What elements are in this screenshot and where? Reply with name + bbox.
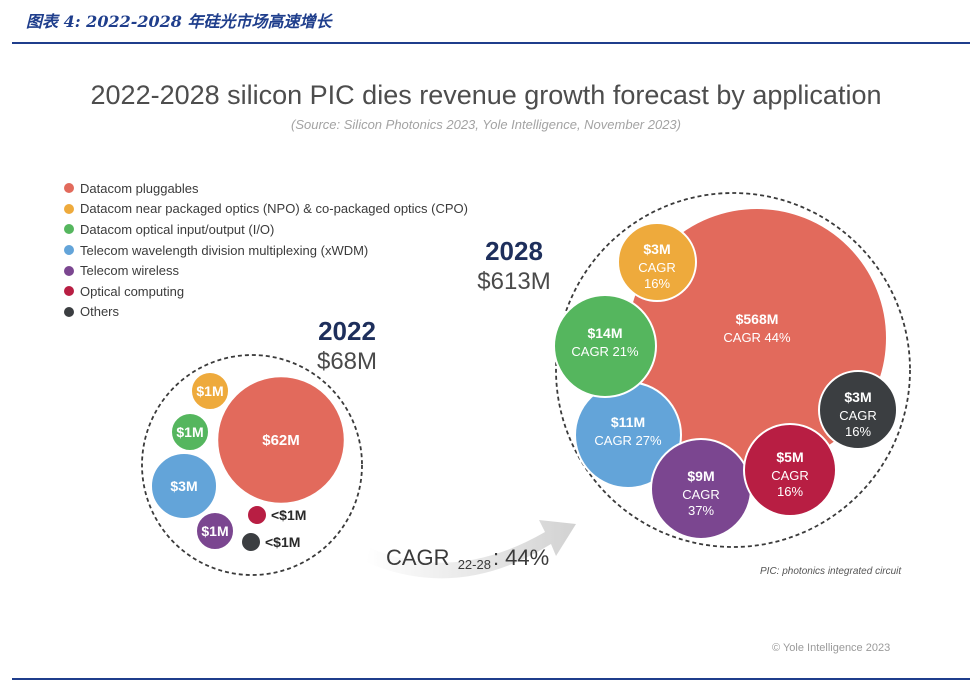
bubble-value-label: $5M: [776, 449, 803, 465]
bubble-cagr-label: 37%: [688, 503, 714, 518]
legend-label: Telecom wireless: [80, 263, 179, 279]
bubble-2028-6: [818, 370, 898, 450]
bubble-2028-1: [617, 222, 697, 302]
cagr-value: : 44%: [492, 545, 550, 570]
bubble-value-label: $3M: [844, 389, 871, 405]
bubble-value-label: $1M: [176, 424, 203, 440]
chart-title: 2022-2028 silicon PIC dies revenue growt…: [90, 80, 882, 110]
top-rule: [12, 42, 970, 44]
bubble-cagr-label: CAGR 27%: [594, 433, 662, 448]
bottom-rule: [12, 678, 970, 680]
total-2022-label: $68M: [316, 348, 378, 375]
total-2028-label: $613M: [477, 268, 551, 295]
legend-label: Others: [80, 304, 120, 320]
chart-source: (Source: Silicon Photonics 2023, Yole In…: [291, 117, 681, 132]
bubble-value-label: $3M: [170, 478, 197, 494]
legend-dot: [64, 306, 74, 317]
bubble-value-label: $9M: [687, 468, 714, 484]
figure-caption: 图表 4: 2022-2028 年硅光市场高速增长: [26, 12, 332, 31]
bubble-2022-6: [240, 531, 262, 553]
bubble-value-label: <$1M: [265, 534, 300, 550]
cagr-prefix: CAGR: [386, 545, 450, 570]
legend-item-npo-cpo: Datacom near packaged optics (NPO) & co-…: [64, 199, 468, 220]
bubble-cagr-label: 16%: [845, 424, 871, 439]
legend-item-io: Datacom optical input/output (I/O): [64, 219, 468, 240]
bubble-value-label: $3M: [643, 241, 670, 257]
legend-item-xwdm: Telecom wavelength division multiplexing…: [64, 240, 468, 261]
legend-dot: [64, 245, 74, 256]
bubble-2022-0: [216, 375, 346, 505]
legend-dot: [64, 224, 74, 235]
bubble-cagr-label: CAGR: [638, 260, 676, 275]
growth-arrow: [366, 520, 576, 579]
legend-label: Datacom pluggables: [80, 180, 199, 196]
cagr-period: 22-28: [457, 557, 491, 572]
copyright: © Yole Intelligence 2023: [772, 642, 891, 654]
bubble-2028-5: [743, 423, 837, 517]
bubble-2022-3: [150, 452, 218, 520]
year-2028-label: 2028: [485, 236, 543, 266]
legend: Datacom pluggables Datacom near packaged…: [64, 178, 468, 322]
bubble-2022-2: [170, 412, 210, 452]
legend-label: Datacom near packaged optics (NPO) & co-…: [80, 201, 469, 217]
legend-item-optical-computing: Optical computing: [64, 281, 468, 302]
bubble-cagr-label: CAGR 21%: [571, 344, 639, 359]
bubble-2022-5: [246, 504, 268, 526]
legend-item-wireless: Telecom wireless: [64, 260, 468, 281]
legend-dot: [64, 183, 74, 194]
bubble-cagr-label: CAGR 44%: [723, 330, 791, 345]
bubble-value-label: $14M: [587, 325, 622, 341]
bubble-cagr-label: 16%: [644, 276, 670, 291]
bubble-value-label: $11M: [611, 414, 645, 430]
legend-dot: [64, 286, 74, 297]
year-2022-label: 2022: [318, 316, 376, 346]
bubble-2022-4: [195, 511, 235, 551]
bubble-cagr-label: CAGR: [771, 468, 809, 483]
overall-cagr-label: CAGR 22-28: 44%: [386, 545, 549, 572]
outline-2022: [141, 354, 363, 576]
bubble-cagr-label: CAGR: [682, 487, 720, 502]
legend-label: Datacom optical input/output (I/O): [80, 221, 275, 237]
legend-dot: [64, 203, 74, 214]
bubble-value-label: $62M: [262, 432, 300, 449]
legend-dot: [64, 265, 74, 276]
bubble-value-label: <$1M: [271, 507, 306, 523]
outline-2028: [555, 192, 911, 548]
bubble-value-label: $1M: [196, 383, 223, 399]
legend-label: Optical computing: [80, 283, 185, 299]
legend-item-others: Others: [64, 302, 468, 323]
bubble-value-label: $568M: [736, 311, 779, 327]
bubble-value-label: $1M: [201, 523, 228, 539]
bubble-cagr-label: 16%: [777, 484, 803, 499]
bubble-cagr-label: CAGR: [839, 408, 877, 423]
pic-note: PIC: photonics integrated circuit: [760, 566, 902, 577]
bubble-2022-1: [190, 371, 230, 411]
legend-label: Telecom wavelength division multiplexing…: [80, 242, 369, 258]
bubble-2028-2: [553, 294, 657, 398]
legend-item-datacom-pluggables: Datacom pluggables: [64, 178, 468, 199]
